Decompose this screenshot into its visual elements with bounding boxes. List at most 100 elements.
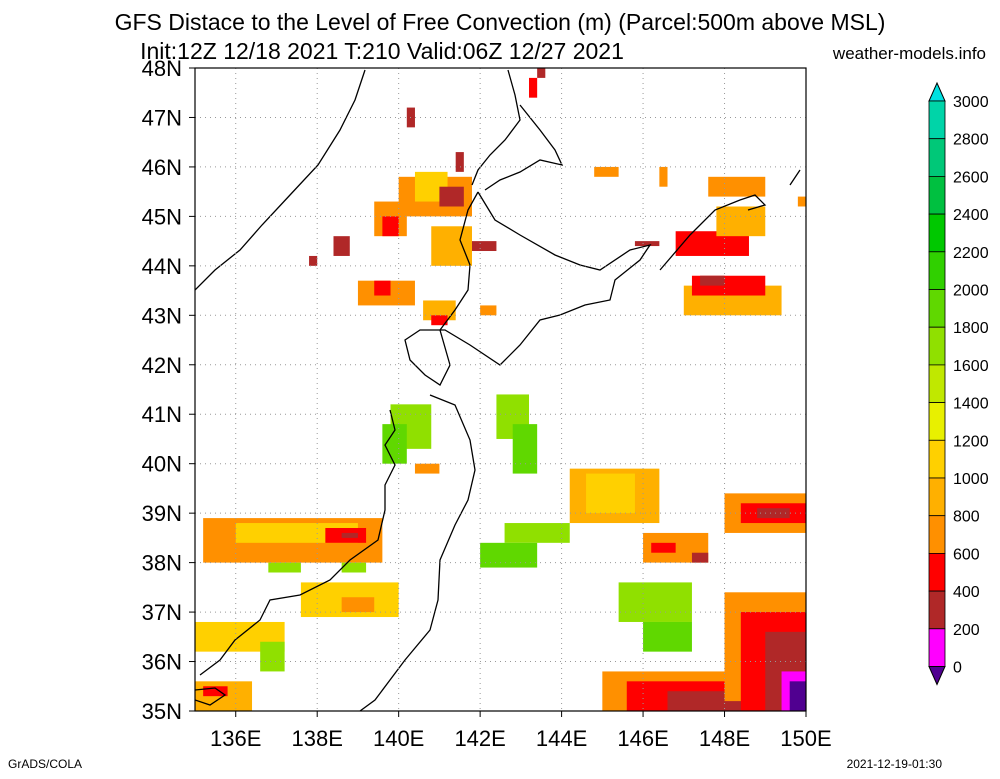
chart-title: GFS Distace to the Level of Free Convect… bbox=[114, 9, 886, 35]
colorbar-top-arrow bbox=[928, 81, 946, 102]
field-patch bbox=[537, 68, 546, 78]
colorbar-segment bbox=[928, 289, 946, 328]
lon-label: 148E bbox=[699, 726, 750, 751]
field-patch bbox=[439, 186, 464, 207]
colorbar-label: 1000 bbox=[953, 471, 989, 488]
field-patch bbox=[643, 621, 692, 652]
colorbar-label: 1400 bbox=[953, 396, 989, 413]
field-patch bbox=[341, 597, 375, 613]
colorbar-segment bbox=[928, 175, 946, 215]
lfc-field-layer bbox=[195, 68, 806, 711]
colorbar-segment bbox=[928, 326, 946, 366]
lon-label: 136E bbox=[210, 726, 261, 751]
colorbar-label: 2600 bbox=[953, 169, 989, 186]
lat-label: 41N bbox=[142, 402, 182, 427]
coastline-kurils bbox=[659, 169, 801, 271]
lat-label: 44N bbox=[142, 254, 182, 279]
lat-label: 37N bbox=[142, 600, 182, 625]
field-patch bbox=[757, 508, 790, 519]
map-frame bbox=[194, 67, 807, 712]
field-patch bbox=[431, 226, 472, 266]
lat-label: 48N bbox=[142, 56, 182, 81]
field-patch bbox=[268, 562, 301, 573]
coastline-izu bbox=[195, 687, 227, 706]
lat-label: 42N bbox=[142, 353, 182, 378]
field-patch bbox=[333, 236, 350, 256]
colorbar bbox=[928, 81, 946, 686]
lon-label: 142E bbox=[454, 726, 505, 751]
lon-label: 138E bbox=[292, 726, 343, 751]
coastline-hokkaido bbox=[404, 191, 652, 386]
colorbar-label: 2800 bbox=[953, 132, 989, 149]
lat-label: 47N bbox=[142, 105, 182, 130]
longitude-labels: 136E 138E 140E 142E 144E 146E 148E 150E bbox=[210, 726, 832, 751]
field-patch bbox=[480, 542, 538, 568]
field-patch bbox=[374, 280, 391, 296]
colorbar-label: 2200 bbox=[953, 245, 989, 262]
colorbar-segment bbox=[928, 251, 946, 290]
field-patch bbox=[203, 686, 228, 697]
footer-grads: GrADS/COLA bbox=[8, 757, 83, 771]
lat-label: 40N bbox=[142, 452, 182, 477]
field-patch bbox=[789, 681, 806, 711]
field-patch bbox=[700, 275, 725, 286]
lat-label: 38N bbox=[142, 551, 182, 576]
field-patch bbox=[651, 542, 676, 553]
field-patch bbox=[480, 305, 497, 316]
lon-label: 144E bbox=[536, 726, 587, 751]
lat-label: 43N bbox=[142, 303, 182, 328]
colorbar-segment bbox=[928, 439, 946, 479]
colorbar-label: 0 bbox=[953, 660, 962, 677]
field-patch bbox=[260, 641, 285, 672]
lat-label: 39N bbox=[142, 501, 182, 526]
colorbar-label: 1800 bbox=[953, 320, 989, 337]
colorbar-segment bbox=[928, 402, 946, 441]
colorbar-segment bbox=[928, 590, 946, 630]
colorbar-segment bbox=[928, 138, 946, 177]
colorbar-label: 800 bbox=[953, 509, 980, 526]
colorbar-segment bbox=[928, 100, 946, 140]
colorbar-labels: 3000280026002400220020001800160014001200… bbox=[953, 94, 989, 677]
lat-label: 35N bbox=[142, 699, 182, 724]
field-patch bbox=[504, 523, 570, 543]
lon-label: 146E bbox=[617, 726, 668, 751]
field-patch bbox=[634, 241, 660, 247]
footer-timestamp: 2021-12-19-01:30 bbox=[846, 757, 942, 771]
site-credit: weather-models.info bbox=[832, 44, 986, 63]
colorbar-label: 1600 bbox=[953, 358, 989, 375]
field-patch bbox=[618, 582, 692, 622]
lat-label: 46N bbox=[142, 155, 182, 180]
field-patch bbox=[659, 166, 668, 187]
field-patch bbox=[708, 176, 766, 197]
colorbar-label: 400 bbox=[953, 584, 980, 601]
field-patch bbox=[455, 152, 464, 172]
field-patch bbox=[716, 206, 766, 237]
coastline-honshu bbox=[199, 394, 476, 711]
colorbar-segment bbox=[928, 213, 946, 253]
field-patch bbox=[341, 532, 358, 538]
field-patch bbox=[691, 552, 709, 563]
lon-label: 150E bbox=[780, 726, 831, 751]
colorbar-label: 2400 bbox=[953, 207, 989, 224]
axis-ticks bbox=[189, 67, 807, 717]
lon-label: 140E bbox=[373, 726, 424, 751]
coastline-asia bbox=[195, 69, 366, 291]
field-patch bbox=[309, 255, 318, 266]
field-patch bbox=[341, 562, 367, 573]
colorbar-segment bbox=[928, 553, 946, 592]
chart-subtitle: Init:12Z 12/18 2021 T:210 Valid:06Z 12/2… bbox=[140, 38, 624, 64]
latitude-labels: 48N 47N 46N 45N 44N 43N 42N 41N 40N 39N 38N 37N 36N 3… bbox=[142, 56, 182, 724]
field-patch bbox=[529, 77, 538, 98]
field-patch bbox=[594, 166, 619, 177]
colorbar-label: 200 bbox=[953, 622, 980, 639]
colorbar-segment bbox=[928, 628, 946, 667]
lat-label: 45N bbox=[142, 204, 182, 229]
colorbar-segment bbox=[928, 515, 946, 554]
field-patch bbox=[797, 196, 806, 207]
field-patch bbox=[414, 463, 440, 474]
colorbar-segment bbox=[928, 364, 946, 403]
colorbar-label: 600 bbox=[953, 546, 980, 563]
field-patch bbox=[382, 216, 399, 237]
colorbar-label: 2000 bbox=[953, 283, 989, 300]
